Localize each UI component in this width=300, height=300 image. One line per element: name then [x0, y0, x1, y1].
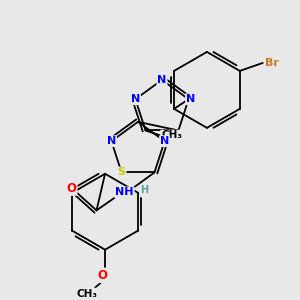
Text: N: N: [186, 94, 195, 104]
Text: H: H: [140, 185, 148, 195]
Text: CH₃: CH₃: [76, 289, 98, 298]
Text: N: N: [160, 136, 169, 146]
Text: Br: Br: [265, 58, 279, 68]
Text: NH: NH: [115, 188, 134, 197]
Text: S: S: [118, 167, 126, 177]
Text: O: O: [67, 182, 76, 195]
Text: N: N: [131, 94, 140, 104]
Text: O: O: [97, 269, 107, 282]
Text: N: N: [158, 75, 166, 85]
Text: N: N: [107, 136, 116, 146]
Text: CH₃: CH₃: [161, 130, 182, 140]
